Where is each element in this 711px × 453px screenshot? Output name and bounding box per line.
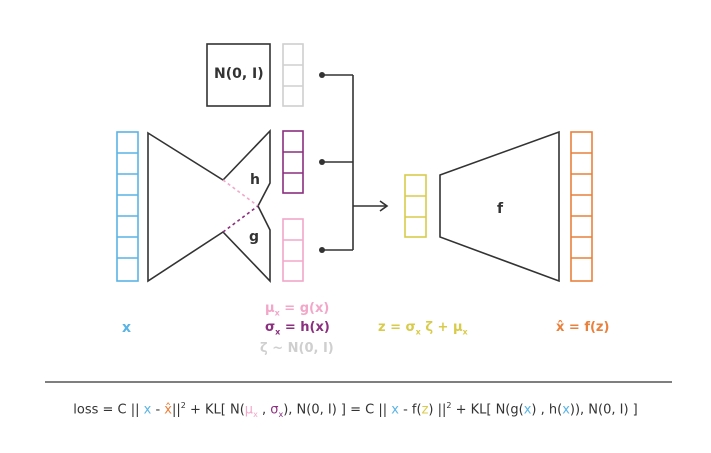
connector-dot-sigma (319, 159, 325, 165)
xhat-equation: x̂ = f(z) (556, 320, 610, 335)
encoder-g-label: g (249, 229, 260, 245)
z-vector (404, 174, 427, 238)
sigma-vector (282, 130, 304, 194)
decoder-shape (439, 130, 560, 283)
connector-dot-zeta (319, 72, 325, 78)
connector-dot-mu (319, 247, 325, 253)
encoder-shape (147, 129, 271, 283)
sigma-equation: σx = h(x) (265, 320, 330, 337)
encoder-h-label: h (250, 172, 260, 188)
zeta-vector (282, 43, 304, 107)
loss-formula: loss = C || x - x̂||2 + KL[ N(μx , σx), … (73, 401, 638, 419)
output-vector-xhat (570, 131, 593, 282)
zeta-equation: ζ ~ N(0, I) (260, 341, 334, 356)
decoder-label: f (497, 201, 504, 217)
encoder-g-branch (222, 205, 259, 233)
mu-vector (282, 218, 304, 282)
encoder-h-branch (222, 179, 259, 207)
prior-box (206, 43, 271, 107)
z-equation: z = σx ζ + μx (378, 320, 468, 337)
prior-box-label: N(0, I) (214, 66, 264, 82)
input-label: x (122, 320, 132, 336)
combine-connector (322, 74, 389, 251)
mu-equation: μx = g(x) (265, 301, 330, 318)
input-vector-x (116, 131, 139, 282)
